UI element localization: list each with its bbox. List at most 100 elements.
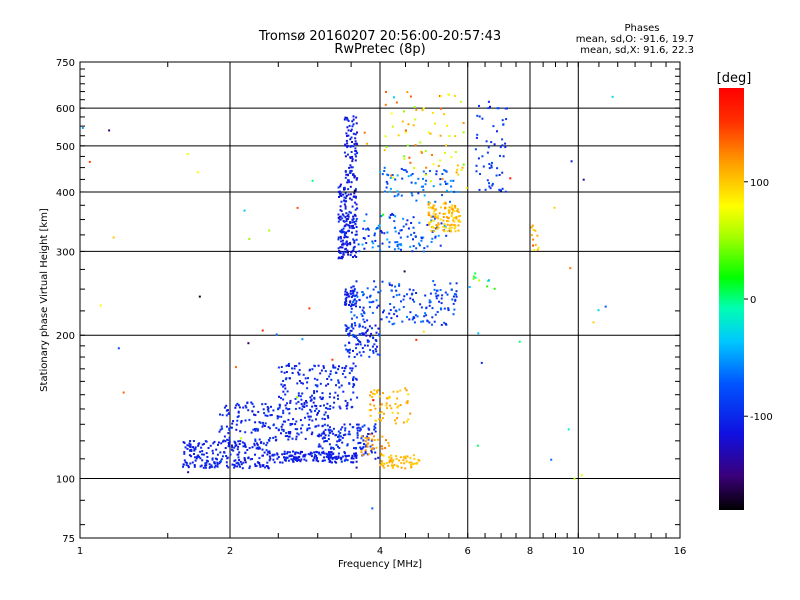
data-point	[354, 302, 357, 305]
data-point	[388, 320, 391, 323]
data-point	[318, 452, 321, 455]
data-point	[377, 304, 380, 307]
data-point	[354, 233, 357, 236]
data-point	[194, 459, 197, 462]
data-point	[337, 186, 340, 189]
data-point	[347, 293, 350, 296]
data-point	[267, 410, 270, 413]
data-point	[324, 434, 327, 437]
data-point	[342, 231, 345, 233]
data-point	[354, 201, 357, 204]
data-point	[275, 427, 278, 429]
data-point	[342, 243, 345, 246]
data-point	[345, 240, 348, 243]
data-point	[426, 319, 429, 322]
data-point	[342, 227, 345, 230]
data-point	[327, 451, 330, 454]
data-point	[186, 152, 189, 155]
data-point	[415, 338, 418, 341]
data-point	[356, 427, 359, 430]
data-point	[244, 419, 247, 422]
data-point	[387, 397, 390, 400]
data-point	[344, 433, 347, 436]
data-point	[335, 444, 338, 446]
data-point	[268, 452, 271, 455]
data-point	[333, 401, 336, 404]
data-point	[428, 304, 431, 307]
data-point	[337, 452, 340, 455]
data-point	[454, 204, 457, 207]
data-point	[241, 467, 244, 470]
data-point	[342, 242, 345, 245]
data-point	[344, 399, 347, 402]
data-point	[389, 404, 392, 407]
data-point	[186, 447, 189, 450]
data-point	[314, 409, 316, 412]
data-point	[337, 368, 340, 371]
data-point	[394, 402, 397, 405]
data-point	[453, 308, 456, 311]
data-point	[330, 378, 333, 381]
data-point	[342, 193, 345, 196]
data-point	[261, 448, 264, 451]
data-point	[476, 114, 479, 117]
data-point	[348, 382, 351, 385]
data-point	[367, 427, 370, 430]
data-point	[347, 193, 350, 196]
data-point	[431, 154, 433, 156]
data-point	[346, 293, 348, 296]
data-point	[368, 325, 371, 328]
data-point	[344, 376, 347, 379]
data-point	[418, 244, 421, 247]
data-point	[205, 461, 208, 464]
data-point	[289, 399, 292, 402]
data-point	[339, 438, 342, 441]
data-point	[342, 251, 345, 254]
data-point	[355, 343, 358, 346]
data-point	[423, 194, 426, 197]
data-point	[354, 137, 357, 140]
data-point	[343, 423, 346, 426]
data-point	[397, 405, 400, 408]
data-point	[433, 283, 436, 286]
data-point	[439, 107, 442, 110]
data-point	[233, 446, 236, 449]
data-point	[341, 239, 344, 242]
data-point	[422, 250, 425, 253]
data-point	[417, 458, 420, 461]
data-point	[367, 437, 370, 439]
data-point	[334, 391, 337, 394]
data-point	[299, 452, 302, 455]
data-point	[346, 333, 349, 336]
data-point	[343, 203, 346, 206]
data-point	[365, 228, 367, 231]
data-point	[312, 459, 315, 462]
data-point	[280, 383, 283, 386]
data-point	[301, 405, 304, 408]
data-point	[443, 321, 446, 324]
data-point	[292, 450, 294, 453]
data-point	[370, 332, 373, 335]
data-point	[359, 446, 362, 449]
data-point	[277, 456, 280, 458]
data-point	[329, 392, 331, 395]
data-point	[339, 209, 342, 212]
data-point	[316, 390, 318, 393]
data-point	[221, 414, 224, 417]
data-point	[218, 462, 221, 465]
data-point	[435, 297, 438, 300]
data-point	[228, 429, 231, 431]
data-point	[411, 250, 414, 253]
data-point	[227, 442, 230, 444]
data-point	[282, 409, 285, 412]
data-point	[359, 343, 362, 346]
data-point	[397, 134, 400, 137]
data-point	[196, 171, 199, 174]
data-point	[348, 181, 351, 184]
data-point	[262, 421, 264, 424]
data-point	[291, 423, 294, 425]
data-point	[353, 288, 356, 291]
data-point	[393, 220, 396, 223]
data-point	[445, 183, 447, 185]
